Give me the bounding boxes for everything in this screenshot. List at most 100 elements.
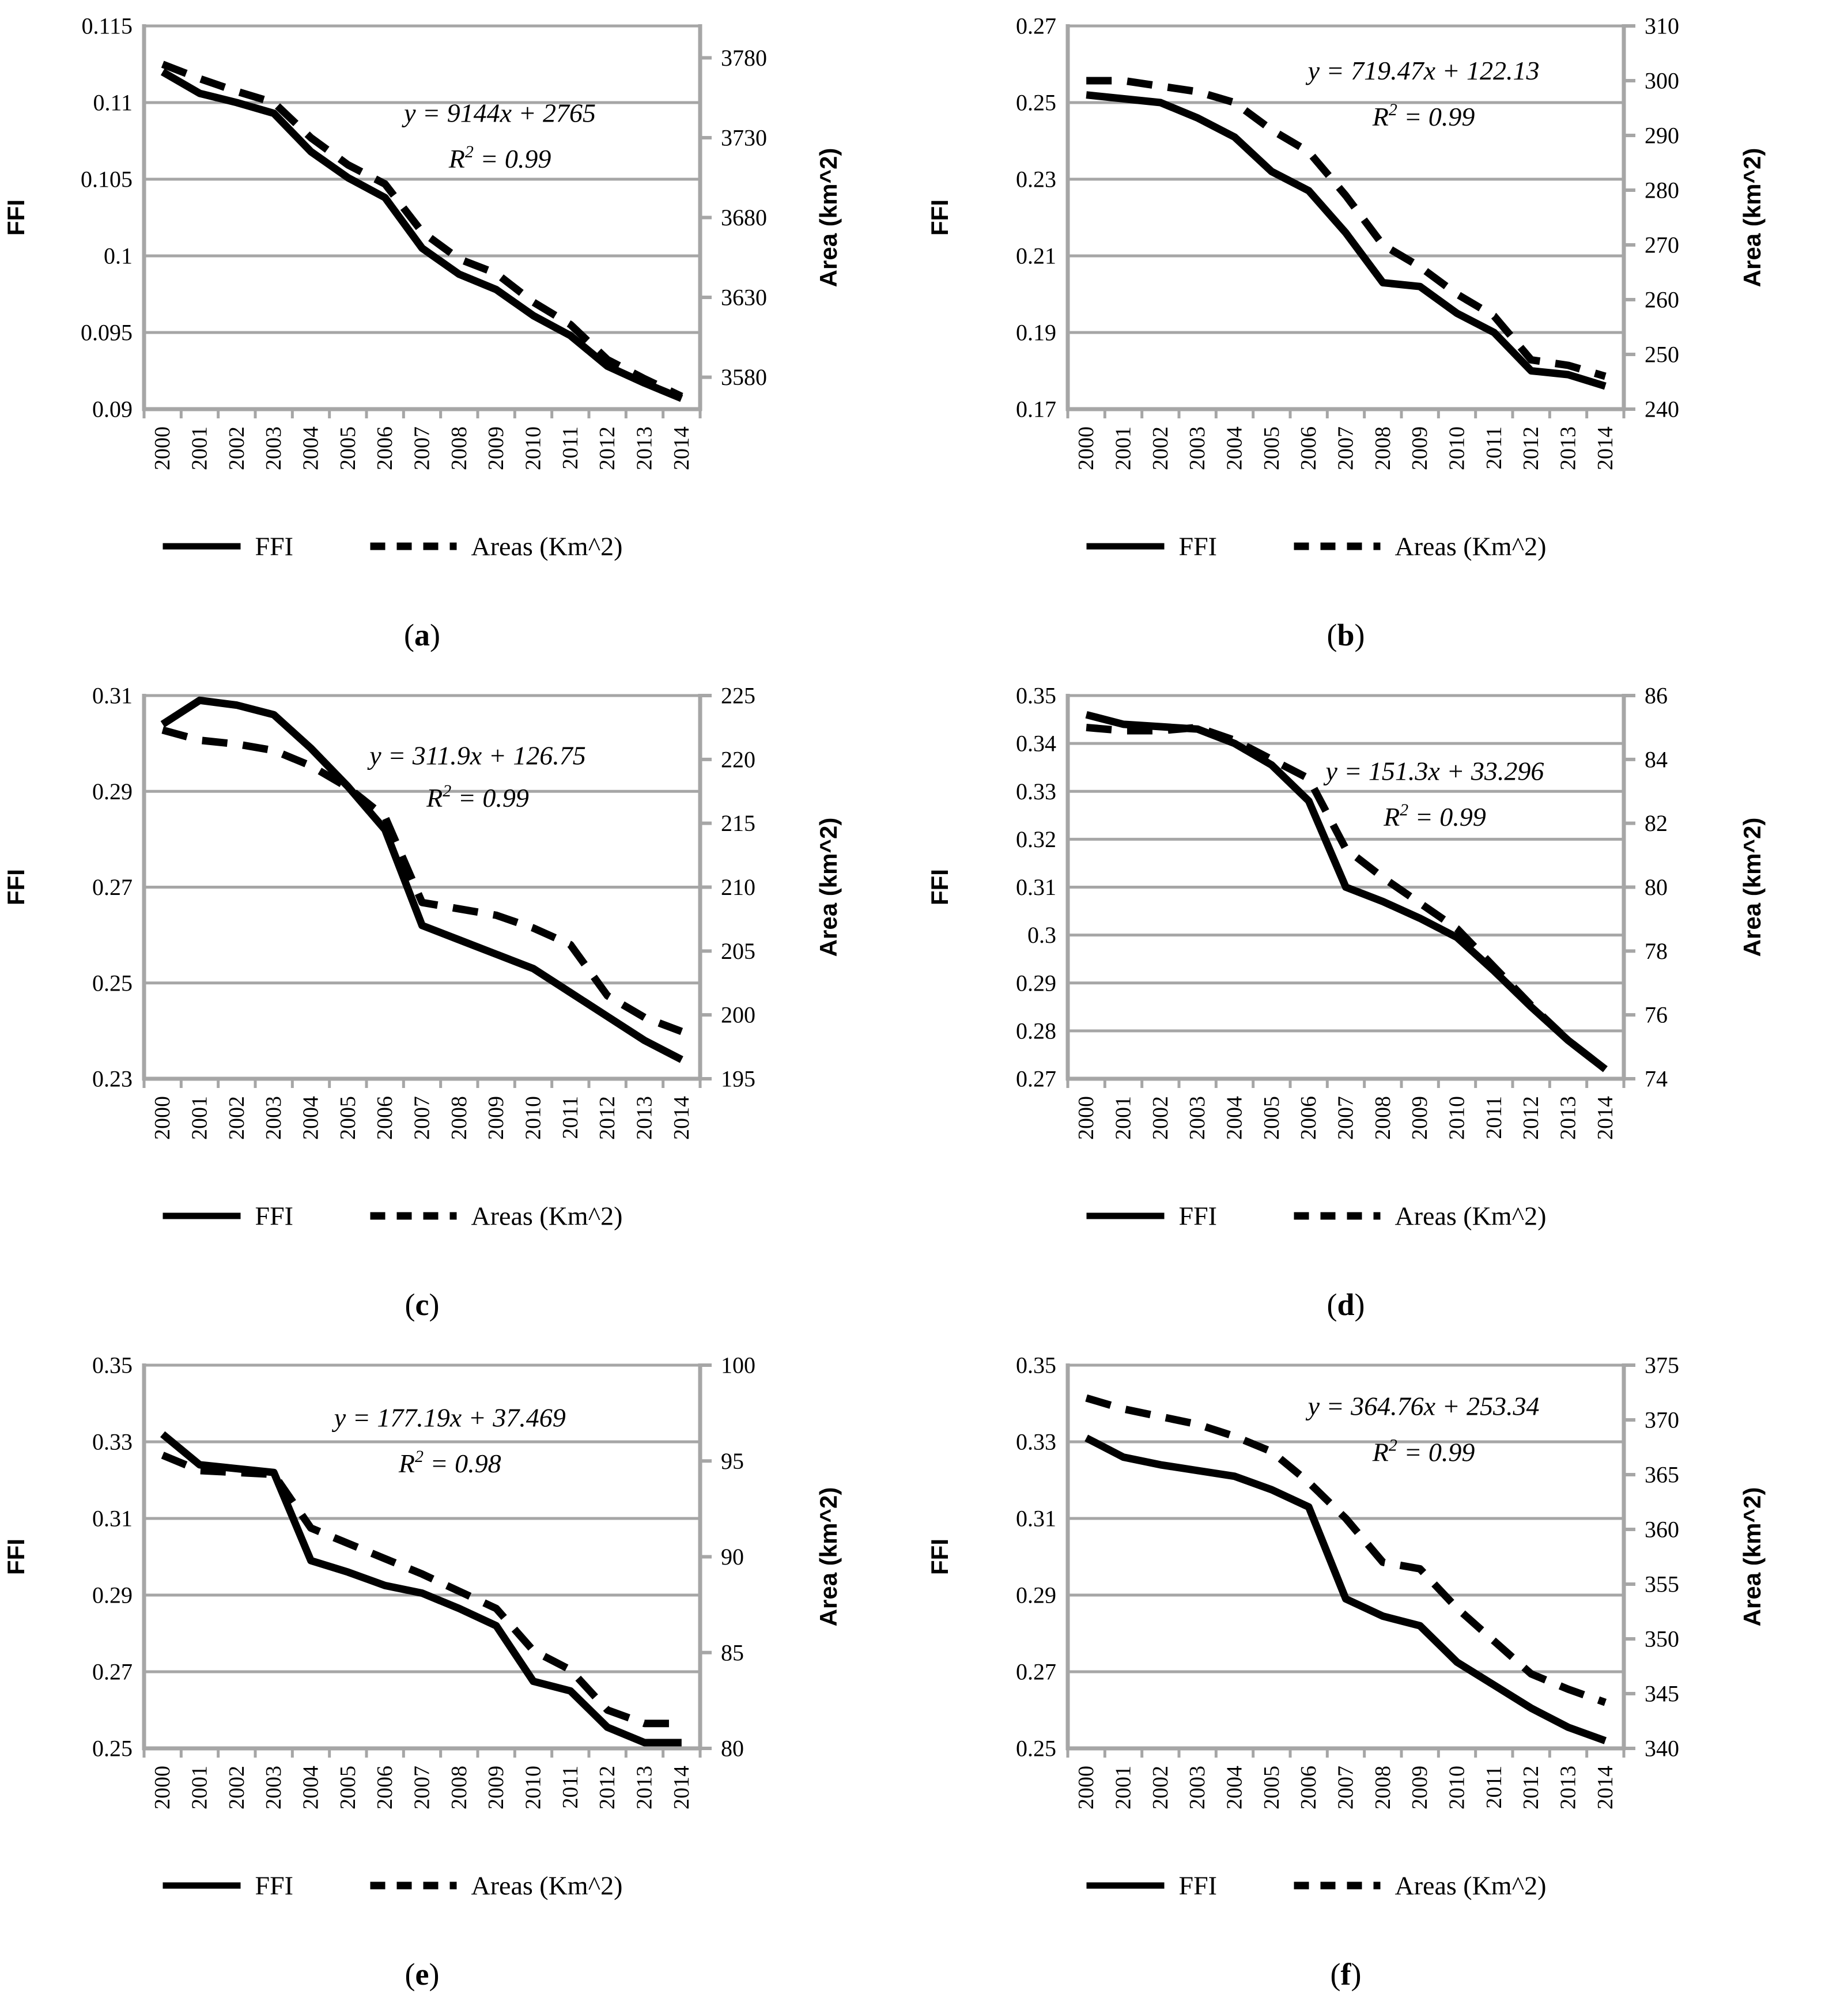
legend-ffi-label: FFI	[255, 1871, 293, 1901]
left-tick-label: 0.33	[1016, 779, 1056, 804]
left-tick-label: 0.29	[1016, 1582, 1056, 1608]
year-label: 2002	[225, 1766, 249, 1809]
legend-areas-label: Areas (Km^2)	[1395, 1871, 1547, 1901]
year-label: 2012	[1519, 1096, 1543, 1140]
left-tick-label: 0.31	[1016, 1506, 1056, 1532]
ffi-line	[160, 1431, 682, 1747]
left-tick-label: 0.29	[92, 1582, 133, 1608]
year-label: 2000	[150, 1766, 175, 1809]
right-tick-label: 74	[1645, 1066, 1668, 1092]
right-tick-label: 76	[1645, 1002, 1668, 1028]
year-label: 2001	[1112, 1766, 1136, 1809]
left-tick-label: 0.32	[1016, 826, 1056, 852]
left-axis-title: FFI	[926, 199, 953, 236]
left-axis-title: FFI	[2, 199, 29, 236]
left-tick-label: 0.19	[1016, 320, 1056, 346]
right-tick-label: 370	[1645, 1407, 1679, 1433]
year-label: 2011	[1482, 1766, 1506, 1809]
year-label: 2005	[336, 426, 360, 470]
year-label: 2010	[521, 426, 546, 470]
right-tick-label: 80	[721, 1736, 744, 1762]
year-label: 2000	[1074, 426, 1098, 470]
left-tick-label: 0.115	[81, 13, 133, 39]
chart-panel-b: 0.27 0.25 0.23 0.21 0.19 0.17 310 300 290 280 270 2…	[924, 0, 1847, 670]
panel-caption: (f)	[1331, 1957, 1362, 1992]
year-label: 2004	[1223, 426, 1247, 470]
year-label: 2006	[1297, 1096, 1321, 1140]
right-axis-title: Area (km^2)	[1739, 148, 1766, 288]
year-label: 2004	[1223, 1766, 1247, 1809]
panel-caption: (d)	[1327, 1287, 1365, 1322]
year-label: 2005	[336, 1096, 360, 1140]
right-tick-label: 215	[721, 810, 755, 836]
year-label: 2009	[484, 1766, 508, 1809]
chart-f: 0.35 0.33 0.31 0.29 0.27 0.25 375 370 365 360 355 3…	[926, 1352, 1766, 1992]
left-axis-title: FFI	[926, 869, 953, 905]
regression-equation: y = 151.3x + 33.296	[1323, 756, 1544, 785]
left-tick-label: 0.35	[92, 1352, 133, 1378]
year-label: 2001	[188, 1766, 212, 1809]
right-tick-label: 3780	[721, 45, 767, 71]
year-label: 2014	[1593, 1096, 1618, 1140]
right-tick-label: 195	[721, 1066, 755, 1092]
panel-caption: (a)	[404, 618, 440, 652]
year-label: 2003	[1185, 1096, 1210, 1140]
year-label: 2006	[373, 426, 397, 470]
left-tick-label: 0.31	[1016, 874, 1056, 900]
left-tick-label: 0.28	[1016, 1018, 1056, 1044]
regression-r-squared: R2 = 0.99	[426, 781, 529, 813]
year-label: 2010	[1445, 426, 1469, 470]
year-label: 2011	[1482, 426, 1506, 470]
ffi-line	[1084, 1434, 1607, 1744]
left-tick-label: 0.23	[92, 1066, 133, 1092]
regression-equation: y = 9144x + 2765	[402, 98, 596, 127]
chart-panel-a: 0.115 0.11 0.105 0.1 0.095 0.09 3780 3730 3680 36…	[0, 0, 924, 670]
ffi-line	[160, 696, 683, 1063]
year-label: 2012	[595, 426, 619, 470]
right-tick-label: 205	[721, 938, 755, 964]
right-tick-label: 78	[1645, 938, 1668, 964]
year-label: 2013	[633, 1766, 657, 1809]
left-tick-label: 0.29	[1016, 970, 1056, 996]
right-tick-label: 345	[1645, 1681, 1679, 1707]
areas-line	[1086, 77, 1607, 380]
right-tick-label: 310	[1645, 13, 1679, 39]
year-label: 2003	[1185, 426, 1210, 470]
year-label: 2013	[633, 1096, 657, 1140]
year-label: 2014	[670, 1766, 694, 1809]
year-label: 2006	[1297, 1766, 1321, 1809]
right-tick-label: 90	[721, 1544, 744, 1570]
legend-areas-label: Areas (Km^2)	[471, 1871, 623, 1901]
left-tick-label: 0.105	[81, 167, 133, 192]
right-tick-label: 225	[721, 683, 755, 709]
right-tick-label: 84	[1645, 746, 1668, 772]
regression-equation: y = 177.19x + 37.469	[332, 1403, 566, 1432]
areas-line	[161, 726, 683, 1036]
legend-ffi-label: FFI	[1179, 1202, 1217, 1231]
year-label: 2006	[373, 1766, 397, 1809]
year-label: 2013	[1556, 426, 1581, 470]
left-tick-label: 0.33	[92, 1429, 133, 1455]
year-label: 2004	[299, 426, 323, 470]
right-tick-label: 350	[1645, 1626, 1679, 1652]
year-label: 2003	[262, 426, 286, 470]
legend-areas-label: Areas (Km^2)	[1395, 1202, 1547, 1231]
left-tick-label: 0.25	[1016, 90, 1056, 116]
legend: FFI Areas (Km^2)	[162, 532, 623, 561]
panel-caption: (c)	[405, 1287, 440, 1322]
right-tick-label: 290	[1645, 123, 1679, 149]
year-label: 2003	[262, 1096, 286, 1140]
right-axis-title: Area (km^2)	[815, 1487, 842, 1627]
regression-r-squared: R2 = 0.99	[448, 142, 551, 173]
right-tick-label: 375	[1645, 1352, 1679, 1378]
year-label: 2012	[1519, 426, 1543, 470]
regression-r-squared: R2 = 0.99	[1372, 100, 1475, 131]
year-label: 2001	[1112, 426, 1136, 470]
year-label: 2007	[410, 1766, 434, 1809]
areas-line	[161, 1452, 682, 1728]
chart-panel-d: 0.35 0.34 0.33 0.32 0.31 0.3 0.29 0.28 0.27 86 84 8…	[924, 670, 1847, 1339]
year-label: 2001	[188, 1096, 212, 1140]
left-tick-label: 0.1	[104, 243, 133, 269]
legend-ffi-label: FFI	[1179, 532, 1217, 561]
